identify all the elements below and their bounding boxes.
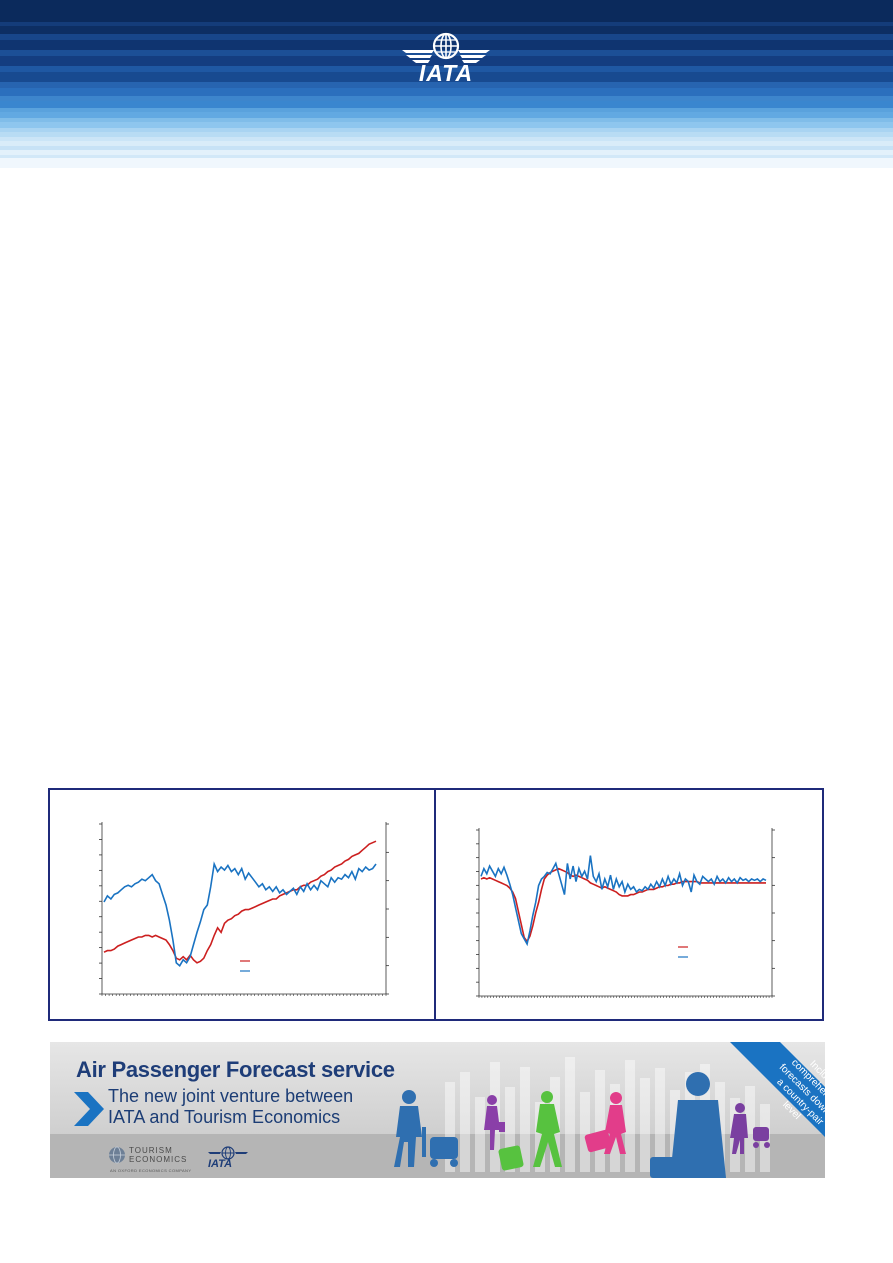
chart-left-plot [99, 822, 389, 996]
iata-logo [402, 32, 490, 63]
banner-title: Air Passenger Forecast service [76, 1057, 395, 1082]
chart-right-plot [476, 828, 775, 998]
tourism-economics-globe-icon [109, 1146, 125, 1164]
chart-left [50, 790, 434, 1019]
iata-small-logo-text: IATA [208, 1158, 233, 1170]
iata-small-logo-icon [208, 1146, 248, 1160]
chart-panel [48, 788, 824, 1021]
te-logo-line2: ECONOMICS [129, 1155, 188, 1164]
banner-subtitle-line2: IATA and Tourism Economics [108, 1107, 341, 1127]
series-line-blue [103, 861, 377, 968]
banner-subtitle-line1: The new joint venture between [108, 1086, 354, 1106]
series-line-blue [480, 855, 767, 947]
te-tagline: AN OXFORD ECONOMICS COMPANY [110, 1168, 192, 1173]
chevron-right-icon [74, 1092, 104, 1126]
banner-subtitle: The new joint venture between IATA and T… [108, 1086, 353, 1128]
panel-divider [434, 790, 436, 1019]
te-logo-line1: TOURISM [129, 1146, 173, 1155]
traveller-silhouettes [394, 1072, 770, 1178]
corner-ribbon [730, 1042, 825, 1137]
air-passenger-forecast-banner[interactable]: Air Passenger Forecast service The new j… [50, 1042, 825, 1178]
series-line-red [103, 840, 377, 964]
page-header: IATA [0, 0, 893, 168]
chart-right [436, 790, 822, 1019]
banner-artwork [394, 1042, 825, 1178]
iata-logo-text: IATA [418, 60, 474, 86]
tourism-economics-logo: TOURISM ECONOMICS [129, 1146, 187, 1164]
